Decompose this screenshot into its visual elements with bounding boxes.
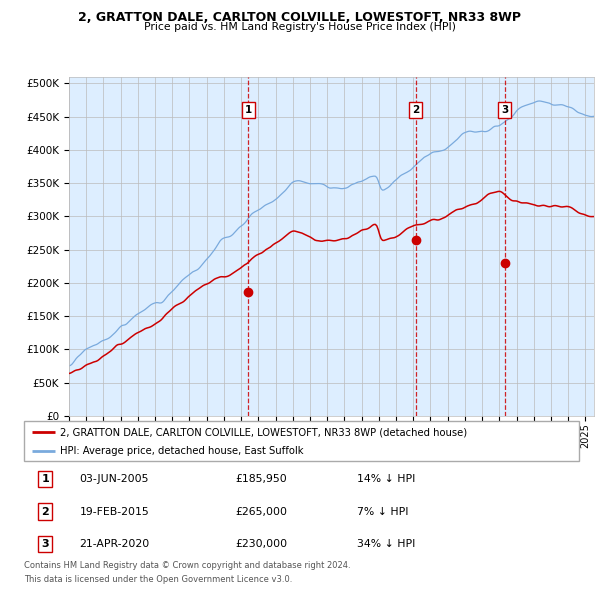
FancyBboxPatch shape bbox=[24, 421, 579, 461]
Text: 21-APR-2020: 21-APR-2020 bbox=[79, 539, 150, 549]
Text: 2: 2 bbox=[412, 105, 419, 115]
Text: This data is licensed under the Open Government Licence v3.0.: This data is licensed under the Open Gov… bbox=[24, 575, 292, 584]
Text: 2, GRATTON DALE, CARLTON COLVILLE, LOWESTOFT, NR33 8WP (detached house): 2, GRATTON DALE, CARLTON COLVILLE, LOWES… bbox=[60, 427, 467, 437]
Text: 2: 2 bbox=[41, 507, 49, 516]
Text: £185,950: £185,950 bbox=[235, 474, 287, 484]
Text: 14% ↓ HPI: 14% ↓ HPI bbox=[357, 474, 415, 484]
Text: 1: 1 bbox=[41, 474, 49, 484]
Text: £230,000: £230,000 bbox=[235, 539, 287, 549]
Text: 34% ↓ HPI: 34% ↓ HPI bbox=[357, 539, 415, 549]
Text: 3: 3 bbox=[41, 539, 49, 549]
Text: Price paid vs. HM Land Registry's House Price Index (HPI): Price paid vs. HM Land Registry's House … bbox=[144, 22, 456, 32]
Text: HPI: Average price, detached house, East Suffolk: HPI: Average price, detached house, East… bbox=[60, 445, 304, 455]
Text: 1: 1 bbox=[245, 105, 252, 115]
Text: 19-FEB-2015: 19-FEB-2015 bbox=[79, 507, 149, 516]
Text: £265,000: £265,000 bbox=[235, 507, 287, 516]
Text: 2, GRATTON DALE, CARLTON COLVILLE, LOWESTOFT, NR33 8WP: 2, GRATTON DALE, CARLTON COLVILLE, LOWES… bbox=[79, 11, 521, 24]
Text: 03-JUN-2005: 03-JUN-2005 bbox=[79, 474, 149, 484]
Text: 7% ↓ HPI: 7% ↓ HPI bbox=[357, 507, 409, 516]
Text: 3: 3 bbox=[501, 105, 508, 115]
Text: Contains HM Land Registry data © Crown copyright and database right 2024.: Contains HM Land Registry data © Crown c… bbox=[24, 560, 350, 569]
